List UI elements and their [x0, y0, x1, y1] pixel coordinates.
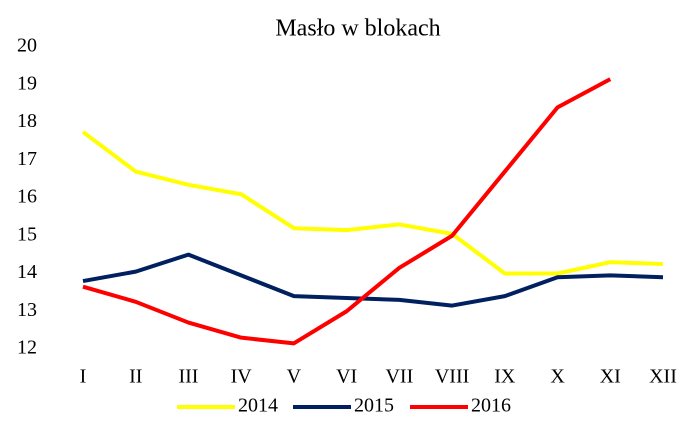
x-tick-label: II: [129, 366, 142, 388]
series-line: [82, 77, 612, 346]
legend-label: 2016: [471, 395, 511, 417]
x-tick-label: X: [550, 366, 565, 388]
y-tick-label: 14: [17, 261, 37, 283]
y-tick-label: 20: [17, 35, 37, 57]
y-tick-label: 12: [17, 337, 37, 359]
x-tick-label: VII: [385, 366, 413, 388]
x-tick-label: I: [80, 366, 87, 388]
legend-label: 2015: [354, 395, 394, 417]
y-tick-label: 17: [17, 148, 37, 170]
x-tick-label: III: [178, 366, 198, 388]
x-tick-label: VIII: [435, 366, 469, 388]
x-tick-label: V: [287, 366, 302, 388]
series-line: [82, 252, 664, 308]
x-tick-label: IX: [494, 366, 516, 388]
y-tick-label: 18: [17, 110, 37, 132]
x-tick-label: VI: [336, 366, 357, 388]
y-tick-label: 16: [17, 186, 37, 208]
x-tick-label: XI: [600, 366, 621, 388]
y-tick-label: 13: [17, 299, 37, 321]
series-line: [81, 130, 664, 276]
x-tick-label: IV: [231, 366, 253, 388]
chart-title: Masło w blokach: [275, 16, 440, 42]
y-tick-label: 15: [17, 223, 37, 245]
legend-label: 2014: [238, 395, 278, 417]
y-tick-label: 19: [17, 72, 37, 94]
x-tick-label: XII: [649, 366, 677, 388]
